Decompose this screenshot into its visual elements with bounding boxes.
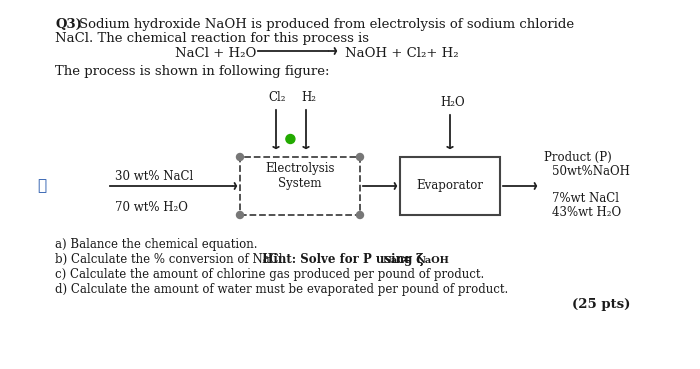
Bar xyxy=(400,157,500,215)
Text: Electrolysis
System: Electrolysis System xyxy=(265,162,335,190)
Text: NaCl: NaCl xyxy=(383,256,410,265)
Text: Q3): Q3) xyxy=(55,18,82,31)
Text: 43%wt H₂O: 43%wt H₂O xyxy=(552,206,621,219)
Text: Cl₂: Cl₂ xyxy=(268,91,286,104)
Text: 50wt%NaOH: 50wt%NaOH xyxy=(552,165,630,178)
Text: Product (P): Product (P) xyxy=(544,151,612,164)
Text: NaOH: NaOH xyxy=(417,256,450,265)
Text: H₂O: H₂O xyxy=(440,96,465,109)
Text: NaCl. The chemical reaction for this process is: NaCl. The chemical reaction for this pro… xyxy=(55,32,369,45)
Bar xyxy=(240,157,360,215)
Text: 70 wt% H₂O: 70 wt% H₂O xyxy=(115,201,188,214)
Text: d) Calculate the amount of water must be evaporated per pound of product.: d) Calculate the amount of water must be… xyxy=(55,283,508,296)
Text: Hint: Solve for P using ζ: Hint: Solve for P using ζ xyxy=(258,253,424,266)
Circle shape xyxy=(237,211,244,218)
Text: The process is shown in following figure:: The process is shown in following figure… xyxy=(55,65,330,78)
Text: (25 pts): (25 pts) xyxy=(572,298,630,311)
Text: NaCl + H₂O: NaCl + H₂O xyxy=(175,47,256,60)
Text: a) Balance the chemical equation.: a) Balance the chemical equation. xyxy=(55,238,258,251)
Text: H₂: H₂ xyxy=(301,91,316,104)
Circle shape xyxy=(286,134,295,144)
Circle shape xyxy=(356,154,363,161)
Text: b) Calculate the % conversion of NaCl.: b) Calculate the % conversion of NaCl. xyxy=(55,253,286,266)
Text: Evaporator: Evaporator xyxy=(416,179,484,193)
Text: ⚓: ⚓ xyxy=(37,179,47,193)
Text: = ζ: = ζ xyxy=(398,253,423,266)
Text: NaOH + Cl₂+ H₂: NaOH + Cl₂+ H₂ xyxy=(345,47,459,60)
Text: 30 wt% NaCl: 30 wt% NaCl xyxy=(115,170,193,183)
Text: c) Calculate the amount of chlorine gas produced per pound of product.: c) Calculate the amount of chlorine gas … xyxy=(55,268,484,281)
Text: Sodium hydroxide NaOH is produced from electrolysis of sodium chloride: Sodium hydroxide NaOH is produced from e… xyxy=(79,18,574,31)
Text: 7%wt NaCl: 7%wt NaCl xyxy=(552,192,619,205)
Circle shape xyxy=(237,154,244,161)
Circle shape xyxy=(356,211,363,218)
